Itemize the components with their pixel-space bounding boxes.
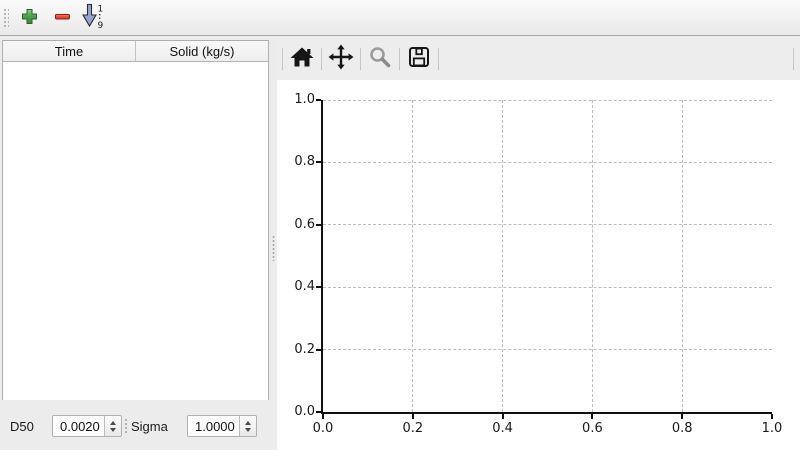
y-tick-label: 0.6: [294, 216, 315, 232]
gridline-horizontal: [323, 224, 772, 226]
toolbar-separator: [321, 47, 322, 70]
x-tick-label: 0.0: [312, 421, 334, 436]
y-tick-mark: [316, 99, 321, 101]
gridline-horizontal: [323, 349, 772, 351]
gridline-horizontal: [323, 286, 772, 288]
remove-row-button[interactable]: [49, 5, 75, 31]
svg-text:9: 9: [97, 21, 103, 29]
column-header-solid[interactable]: Solid (kg/s): [169, 43, 235, 59]
toolbar-separator: [282, 47, 283, 70]
main-toolbar: 1 9: [0, 0, 800, 36]
x-tick-mark: [681, 414, 684, 419]
sort-rows-button[interactable]: 1 9: [80, 3, 106, 32]
x-tick-mark: [501, 414, 504, 419]
table-body-empty: [3, 62, 268, 400]
plot-canvas[interactable]: 0.0 0.2 0.4 0.6 0.8 1.0 0.0 0.2 0.4 0.6 0.8 1.0: [277, 80, 800, 450]
save-icon: [407, 45, 431, 72]
splitter-handle[interactable]: [272, 235, 275, 261]
x-tick-mark: [771, 414, 773, 419]
y-tick-mark: [316, 411, 321, 413]
x-tick-mark: [322, 414, 324, 419]
toolbar-separator: [360, 47, 361, 70]
spin-down-icon[interactable]: [245, 427, 251, 432]
d50-label: D50: [10, 419, 34, 434]
spin-up-icon[interactable]: [110, 420, 116, 425]
x-tick-label: 0.6: [582, 421, 603, 436]
plot-toolbar: [277, 37, 800, 80]
column-header-time[interactable]: Time: [3, 41, 136, 61]
x-tick-label: 0.2: [402, 421, 424, 436]
gridline-vertical: [681, 100, 683, 412]
zoom-icon: [368, 45, 392, 72]
minus-icon: [54, 8, 71, 28]
spin-up-icon[interactable]: [245, 420, 251, 425]
controls-separator: [125, 418, 127, 435]
d50-spin-buttons[interactable]: [104, 416, 121, 436]
toolbar-separator: [793, 47, 794, 70]
toolbar-separator: [438, 47, 439, 70]
y-tick-label: 0.2: [294, 341, 315, 357]
sigma-input[interactable]: [188, 416, 239, 436]
plus-icon: [21, 8, 38, 28]
x-tick-mark: [411, 414, 414, 419]
pan-icon: [328, 44, 354, 73]
sigma-label: Sigma: [131, 419, 168, 434]
y-tick-mark: [316, 223, 321, 226]
sigma-spin-buttons[interactable]: [239, 416, 256, 436]
gridline-horizontal: [323, 99, 772, 101]
toolbar-separator: [399, 47, 400, 70]
plot-home-button[interactable]: [283, 41, 321, 77]
panel-splitter: [270, 37, 277, 450]
y-tick-label: 1.0: [294, 92, 315, 107]
plot-axes: 0.0 0.2 0.4 0.6 0.8 1.0 0.0 0.2 0.4 0.6 0.8 1.0: [294, 92, 782, 436]
toolbar-drag-handle[interactable]: [3, 8, 9, 29]
plot-zoom-button[interactable]: [361, 41, 399, 77]
home-icon: [289, 45, 315, 72]
y-tick-mark: [316, 161, 321, 164]
spin-down-icon[interactable]: [110, 427, 116, 432]
table-header: Time Solid (kg/s): [3, 41, 268, 62]
sort-numeric-down-icon: 1 9: [81, 3, 105, 32]
y-tick-label: 0.8: [294, 154, 315, 170]
x-tick-mark: [591, 414, 594, 419]
x-tick-label: 1.0: [761, 421, 783, 436]
y-tick-label: 0.0: [294, 404, 315, 419]
x-tick-label: 0.8: [671, 421, 693, 436]
sigma-spinbox: [187, 415, 257, 437]
y-tick-mark: [316, 286, 321, 289]
plot-save-button[interactable]: [400, 41, 438, 77]
gridline-horizontal: [323, 161, 772, 163]
time-solid-table: Time Solid (kg/s): [2, 40, 269, 400]
d50-spinbox: [52, 415, 122, 437]
svg-text:1: 1: [97, 4, 103, 14]
gridline-vertical: [412, 100, 414, 412]
gridline-vertical: [591, 100, 593, 412]
y-tick-label: 0.4: [294, 279, 315, 295]
plot-pan-button[interactable]: [322, 41, 360, 77]
d50-input[interactable]: [53, 416, 104, 436]
y-tick-mark: [316, 348, 321, 351]
add-row-button[interactable]: [16, 5, 42, 31]
x-tick-label: 0.4: [492, 421, 513, 436]
gridline-vertical: [502, 100, 504, 412]
